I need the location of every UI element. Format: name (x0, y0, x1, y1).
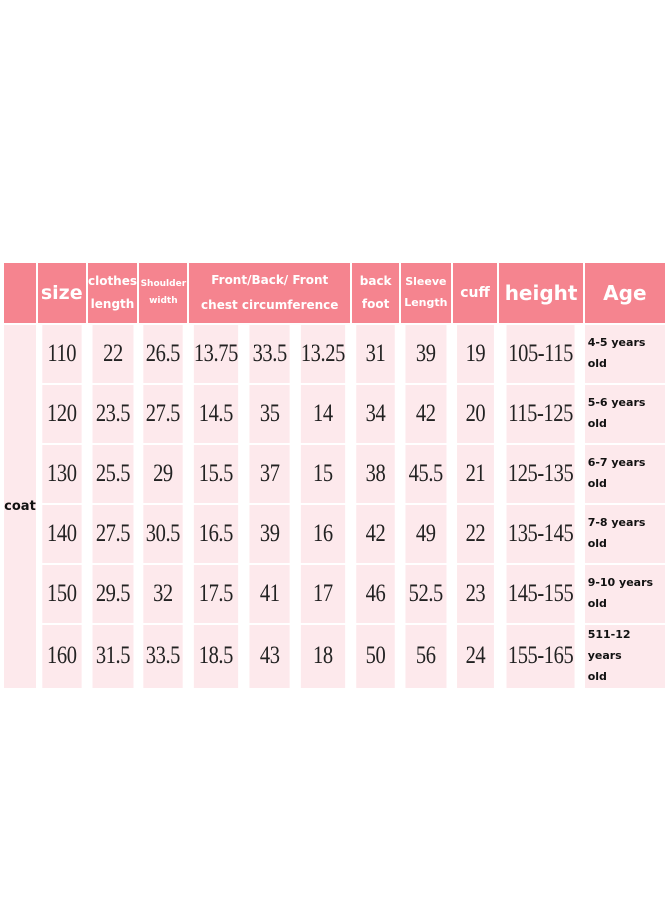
table-cell: 23.5 (92, 385, 133, 443)
table-cell: 56 (405, 625, 447, 688)
table-cell: 52.5 (405, 565, 447, 623)
table-cell: 18.5 (194, 625, 239, 688)
header-clothes-length: clothes length (87, 263, 138, 323)
age-suffix: old (587, 477, 607, 490)
table-cell: 24 (456, 625, 494, 688)
table-cell: 16.5 (194, 505, 239, 563)
age-suffix: old (587, 417, 607, 430)
table-cell: 33.5 (143, 625, 183, 688)
header-age: Age (584, 263, 665, 323)
table-cell: 13.25 (301, 325, 346, 383)
age-range: 5-6 years (587, 396, 646, 410)
header-back-foot: back foot (352, 263, 400, 323)
table-cell: 35 (249, 385, 291, 443)
table-cell: 17.5 (194, 565, 239, 623)
table-cell: 42 (405, 385, 447, 443)
age-cell: 7-8 years old (584, 505, 665, 563)
table-cell: 105-115 (506, 325, 576, 383)
age-cell: 4-5 years old (584, 325, 665, 383)
age-range: 4-5 years (587, 336, 646, 350)
table-cell: 50 (356, 625, 395, 688)
header-front-back-chest: Front/Back/ Front chest circumference (189, 263, 351, 323)
table-cell: 29.5 (92, 565, 133, 623)
table-cell: 125-135 (506, 445, 576, 503)
table-cell: 120 (42, 385, 82, 443)
table-cell: 41 (249, 565, 291, 623)
category-cell: coat (4, 325, 36, 688)
table-cell: 115-125 (506, 385, 576, 443)
table-cell: 23 (456, 565, 494, 623)
header-size: size (37, 263, 86, 323)
age-cell: 511-12 years old (584, 625, 665, 688)
table-row: 160 31.5 33.5 18.5 43 18 50 56 24 155-165 511-12 y… (4, 625, 665, 688)
age-range: 9-10 years (587, 576, 654, 590)
table-cell: 110 (42, 325, 82, 383)
age-suffix: old (587, 669, 607, 683)
table-cell: 14.5 (194, 385, 239, 443)
age-cell: 5-6 years old (584, 385, 665, 443)
table-cell: 31.5 (92, 625, 133, 688)
table-cell: 20 (456, 385, 494, 443)
table-row: 120 23.5 27.5 14.5 35 14 34 42 20 115-125 5-6 year… (4, 385, 665, 443)
table-cell: 46 (356, 565, 395, 623)
size-chart-table: size clothes length Shoulder width Front/B… (2, 261, 667, 690)
table-cell: 22 (92, 325, 133, 383)
table-cell: 37 (249, 445, 291, 503)
table-cell: 17 (301, 565, 346, 623)
table-cell: 31 (356, 325, 395, 383)
age-suffix: old (587, 537, 607, 550)
table-cell: 27.5 (92, 505, 133, 563)
table-cell: 38 (356, 445, 395, 503)
table-cell: 34 (356, 385, 395, 443)
age-cell: 9-10 years old (584, 565, 665, 623)
header-cuff: cuff (452, 263, 498, 323)
header-row: size clothes length Shoulder width Front/B… (4, 263, 665, 323)
table-row: 130 25.5 29 15.5 37 15 38 45.5 21 125-135 6-7 year… (4, 445, 665, 503)
table-row: 150 29.5 32 17.5 41 17 46 52.5 23 145-155 9-10 yea… (4, 565, 665, 623)
table-cell: 160 (42, 625, 82, 688)
table-cell: 39 (249, 505, 291, 563)
table-cell: 43 (249, 625, 291, 688)
table-cell: 21 (456, 445, 494, 503)
table-row: 140 27.5 30.5 16.5 39 16 42 49 22 135-145 7-8 year… (4, 505, 665, 563)
table-cell: 39 (405, 325, 447, 383)
table-cell: 150 (42, 565, 82, 623)
table-cell: 15 (301, 445, 346, 503)
table-cell: 33.5 (249, 325, 291, 383)
age-range: 7-8 years (587, 516, 646, 530)
age-range: 6-7 years (587, 456, 646, 470)
table-cell: 45.5 (405, 445, 447, 503)
header-sleeve-length: Sleeve Length (401, 263, 451, 323)
table-cell: 29 (143, 445, 183, 503)
age-cell: 6-7 years old (584, 445, 665, 503)
table-cell: 30.5 (143, 505, 183, 563)
table-cell: 42 (356, 505, 395, 563)
table-cell: 130 (42, 445, 82, 503)
table-cell: 27.5 (143, 385, 183, 443)
table-cell: 155-165 (506, 625, 576, 688)
header-shoulder-width: Shoulder width (139, 263, 188, 323)
table-cell: 18 (301, 625, 346, 688)
table-cell: 140 (42, 505, 82, 563)
header-blank (4, 263, 36, 323)
age-suffix: old (587, 597, 607, 610)
table-cell: 16 (301, 505, 346, 563)
table-row: coat 110 22 26.5 13.75 33.5 13.25 31 39 19 105-115… (4, 325, 665, 688)
table-cell: 25.5 (92, 445, 133, 503)
table-cell: 26.5 (143, 325, 183, 383)
age-range: 511-12 years (587, 628, 631, 662)
table-cell: 22 (456, 505, 494, 563)
table-cell: 145-155 (506, 565, 576, 623)
table-cell: 15.5 (194, 445, 239, 503)
table-cell: 19 (456, 325, 494, 383)
table-cell: 32 (143, 565, 183, 623)
table-cell: 13.75 (194, 325, 239, 383)
table-cell: 14 (301, 385, 346, 443)
table-cell: 49 (405, 505, 447, 563)
table-cell: 135-145 (506, 505, 576, 563)
header-height: height (499, 263, 583, 323)
age-suffix: old (587, 357, 607, 370)
